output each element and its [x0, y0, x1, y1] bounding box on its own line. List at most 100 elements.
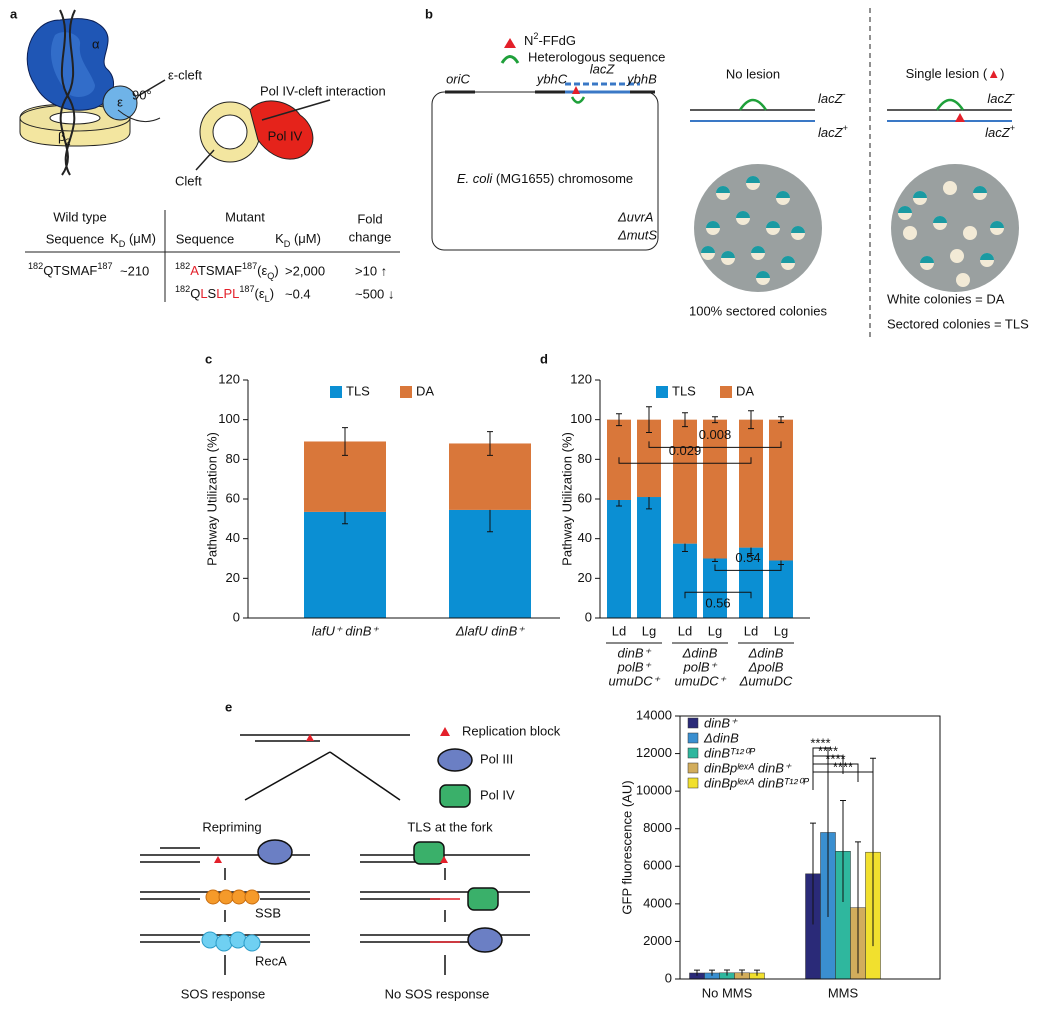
ssb	[244, 889, 260, 905]
table-header: Mutant	[225, 209, 265, 224]
reca	[215, 934, 233, 952]
ssb	[231, 889, 247, 905]
significance-label: ****	[818, 743, 838, 758]
legend-swatch	[687, 747, 699, 759]
table-cell-part: 182	[28, 261, 43, 271]
error-bar	[342, 427, 348, 456]
table-cell: 182QLSLPL187(εL)	[175, 284, 274, 304]
legend-label: dinBᵀ¹²⁰ᴾ	[704, 745, 756, 760]
colony-sector	[913, 191, 927, 198]
colony	[903, 226, 917, 240]
legend-label: Replication block	[462, 723, 561, 738]
colony-sector	[766, 221, 780, 228]
colony-sector	[933, 216, 947, 223]
table-cell-part: 187	[239, 284, 254, 294]
legend-swatch	[687, 762, 699, 774]
reca	[229, 931, 247, 949]
legend-swatch	[687, 777, 699, 789]
legend-label-part: N	[524, 33, 533, 48]
gene-label: lacZ	[590, 61, 616, 76]
significance-bracket	[618, 457, 752, 464]
table-cell-part: S	[208, 286, 217, 301]
bar-segment	[304, 511, 386, 618]
legend-label: Pol IV	[480, 787, 515, 802]
error-bar	[682, 412, 688, 428]
y-tick-label: 40	[226, 530, 240, 545]
x-tick-label: No MMS	[702, 985, 753, 1000]
panel-label: b	[425, 6, 433, 21]
strand-label-part: lacZ	[818, 125, 844, 140]
legend-label: dinBpˡᵉˣᴬ dinB⁺	[704, 760, 792, 775]
table-cell: >2,000	[285, 263, 325, 278]
step-title: TLS at the fork	[407, 819, 493, 834]
legend-swatch	[400, 386, 412, 398]
epsilon-label: ε	[117, 94, 123, 109]
reca	[243, 934, 261, 952]
colony-sector	[746, 176, 760, 183]
y-tick-label: 20	[578, 570, 592, 585]
error-bar	[646, 406, 652, 434]
y-tick-label: 2000	[643, 933, 672, 948]
condition-title-part: Single lesion (	[906, 66, 988, 81]
strand-label: lacZ+	[818, 123, 848, 140]
y-tick-label: 0	[585, 609, 592, 624]
x-tick-label: lafU⁺ dinB⁺	[312, 623, 380, 638]
outcome: No SOS response	[385, 986, 490, 1001]
legend-label: Pol III	[480, 751, 513, 766]
caption: White colonies = DA	[887, 291, 1005, 306]
strand-label-part: lacZ	[818, 91, 844, 106]
colony	[950, 249, 964, 263]
table-header: Sequence	[46, 231, 105, 246]
x-tick-label: Ld	[744, 623, 758, 638]
x-tick-label: ΔlafU dinB⁺	[455, 623, 525, 638]
x-tick-label: Ld	[678, 623, 692, 638]
table-cell-part: L	[200, 286, 207, 301]
legend-label: DA	[736, 383, 754, 398]
protein-label: SSB	[255, 905, 281, 920]
colony-sector	[736, 211, 750, 218]
eps-cleft-label: ε-cleft	[168, 67, 202, 82]
panel-label: a	[10, 6, 18, 21]
bar-segment	[703, 419, 727, 559]
beta-label-part: 2	[65, 137, 70, 147]
legend-label: N2-FFdG	[524, 31, 576, 48]
colony-sector	[791, 226, 805, 233]
strand-label-part: -	[843, 89, 846, 99]
significance-bracket	[684, 591, 752, 599]
error-bar	[748, 410, 754, 430]
y-tick-label: 0	[233, 609, 240, 624]
colony-sector	[776, 191, 790, 198]
p-value: 0.56	[705, 596, 730, 611]
legend-label: TLS	[346, 383, 370, 398]
bar-segment	[637, 497, 661, 618]
table-cell: 182ATSMAF187(εQ)	[175, 261, 279, 281]
colony-sector	[781, 256, 795, 263]
legend-swatch	[330, 386, 342, 398]
y-tick-label: 60	[226, 490, 240, 505]
y-axis-label: Pathway Utilization (%)	[559, 432, 574, 566]
group-label: polB⁺	[683, 659, 718, 674]
bar-segment	[739, 419, 763, 548]
table-header-part: D	[119, 239, 126, 249]
colony-sector	[716, 186, 730, 193]
table-cell-part: 182	[175, 284, 190, 294]
error-bar	[616, 413, 622, 427]
bar-segment	[769, 419, 793, 561]
step-title: Repriming	[202, 819, 261, 834]
table-header: KD (μM)	[275, 231, 321, 249]
y-axis-label: GFP fluorescence (AU)	[619, 780, 634, 914]
plot-frame	[679, 715, 941, 980]
colony	[956, 273, 970, 287]
cleft-label: Cleft	[175, 173, 202, 188]
gene-label: ybhC	[536, 71, 568, 86]
error-bar	[754, 969, 760, 976]
table-cell-part: QTSMAF	[43, 263, 97, 278]
y-tick-label: 12000	[636, 745, 672, 760]
x-tick-label: Lg	[708, 623, 722, 638]
bar-segment	[607, 499, 631, 618]
bar-segment	[673, 543, 697, 618]
legend-swatch	[656, 386, 668, 398]
strand-label-part: +	[843, 123, 848, 133]
genotype: ΔmutS	[617, 227, 657, 242]
legend-swatch	[720, 386, 732, 398]
